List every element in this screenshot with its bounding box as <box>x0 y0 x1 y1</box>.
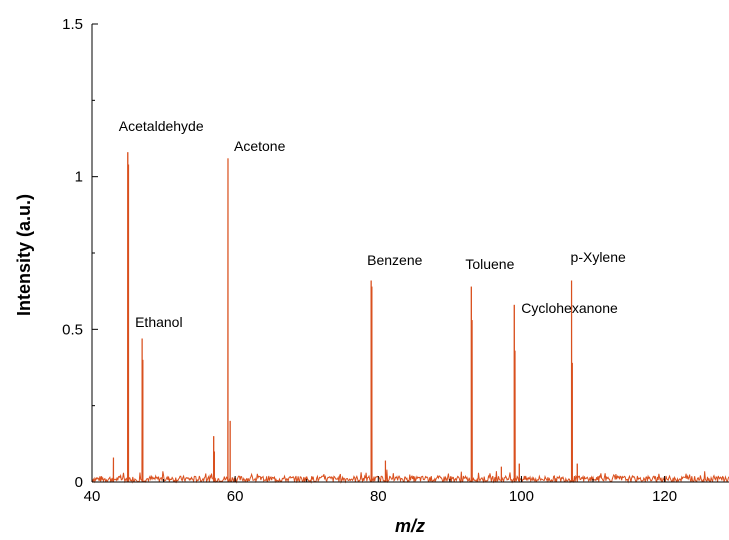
y-tick-label-1.5: 1.5 <box>62 16 83 33</box>
y-tick-label-0: 0 <box>75 474 83 491</box>
y-axis-title: Intensity (a.u.) <box>14 194 34 316</box>
peak-label-p-xylene: p-Xylene <box>571 249 626 265</box>
spectrum-line <box>91 152 729 484</box>
peak-labels: Acetaldehyde Ethanol Acetone Benzene Toluene… <box>119 118 626 330</box>
peak-label-toluene: Toluene <box>465 256 514 272</box>
peak-label-ethanol: Ethanol <box>135 314 182 330</box>
x-tick-label-60: 60 <box>227 488 244 505</box>
peak-label-acetone: Acetone <box>234 138 286 154</box>
x-tick-label-100: 100 <box>509 488 534 505</box>
x-axis-title: m/z <box>395 516 425 536</box>
x-tick-label-80: 80 <box>370 488 387 505</box>
y-tick-label-1: 1 <box>75 169 83 186</box>
peak-label-acetaldehyde: Acetaldehyde <box>119 118 204 134</box>
peak-label-benzene: Benzene <box>367 252 422 268</box>
axis-ticks: 40 60 80 100 120 0 0.5 1 1.5 <box>62 16 677 505</box>
y-tick-label-0.5: 0.5 <box>62 321 83 338</box>
x-tick-label-40: 40 <box>84 488 101 505</box>
x-tick-label-120: 120 <box>652 488 677 505</box>
spectrum-layer <box>91 152 729 484</box>
peak-label-cyclohexanone: Cyclohexanone <box>521 300 618 316</box>
